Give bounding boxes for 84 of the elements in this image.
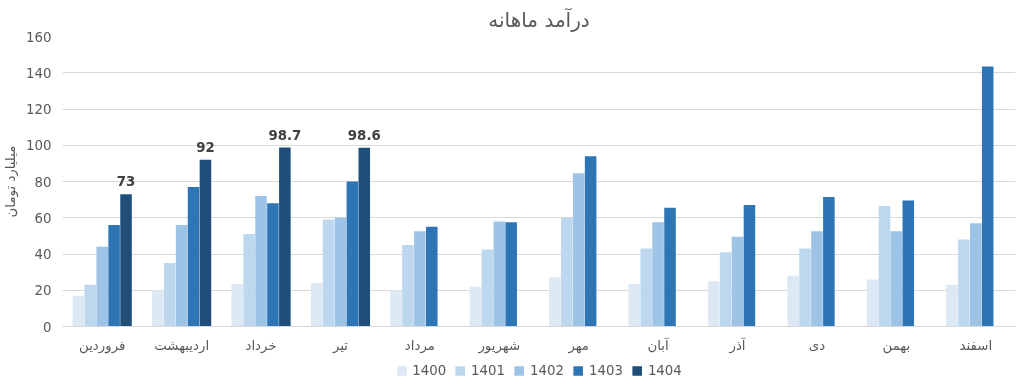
bar (108, 225, 120, 327)
bar (187, 186, 200, 327)
bar (707, 281, 720, 327)
bar (390, 290, 402, 327)
chart-title: درآمد ماهانه (488, 6, 590, 32)
legend-label: 1403 (588, 362, 623, 378)
bar (823, 196, 835, 327)
x-tick-label: فروردین (79, 337, 126, 354)
y-tick-label: 160 (26, 29, 52, 45)
x-tick-label: خرداد (245, 337, 277, 354)
data-label: 98.7 (268, 127, 302, 143)
bar (469, 286, 482, 327)
bar (981, 66, 994, 327)
bar (310, 283, 323, 327)
bar (505, 222, 517, 327)
legend-label: 1400 (412, 362, 447, 378)
x-tick-label: آبان (647, 336, 671, 353)
bar (743, 205, 756, 327)
bar (358, 147, 371, 327)
bar (572, 173, 585, 327)
x-tick-label: دی (808, 337, 826, 353)
data-label: 98.6 (347, 127, 381, 143)
bar (255, 196, 267, 327)
bar (652, 222, 664, 327)
legend-label: 1404 (647, 362, 682, 378)
bar (878, 205, 891, 327)
bar (584, 156, 597, 327)
bar (811, 231, 823, 327)
bar (799, 248, 811, 327)
bar (640, 248, 652, 327)
bar (72, 295, 85, 327)
y-tick-label: 60 (34, 210, 52, 226)
data-label: 92 (196, 139, 215, 155)
bar (628, 283, 641, 327)
bar (426, 226, 438, 327)
bar (267, 203, 279, 327)
bar (731, 236, 744, 327)
x-tick-label: شهریور (477, 337, 521, 354)
bar (958, 239, 970, 327)
bar (199, 159, 212, 327)
bar (84, 284, 97, 327)
bar (902, 200, 915, 327)
bar (96, 246, 108, 327)
bar (946, 284, 958, 327)
bar (664, 207, 676, 327)
data-label: 73 (116, 174, 136, 190)
y-axis-title: میلیارد تومان (3, 145, 20, 218)
bar (175, 225, 188, 327)
x-tick-label: بهمن (882, 337, 911, 354)
bar (719, 252, 732, 327)
bar (549, 277, 561, 327)
bar (243, 234, 255, 327)
bar (866, 279, 879, 327)
bar (152, 290, 164, 327)
bar (890, 231, 903, 327)
bar (322, 219, 335, 327)
x-tick-label: اردیبهشت (154, 337, 210, 354)
x-tick-label: اسفند (959, 337, 993, 353)
x-tick-label: مهر (567, 337, 590, 354)
bar (561, 217, 573, 327)
bar (414, 231, 426, 327)
bar (231, 283, 243, 327)
x-tick-label: تیر (331, 337, 349, 354)
y-tick-label: 20 (34, 283, 52, 299)
bar (279, 147, 291, 327)
bar (163, 263, 176, 327)
bar (493, 221, 506, 327)
bar (334, 217, 347, 327)
y-tick-label: 0 (43, 319, 52, 335)
y-tick-label: 80 (34, 174, 52, 190)
bar (970, 223, 982, 327)
x-tick-label: آذر (728, 336, 747, 354)
bar (787, 275, 799, 327)
x-tick-label: مرداد (404, 337, 435, 354)
y-tick-label: 40 (34, 247, 52, 262)
y-tick-label: 100 (26, 138, 52, 154)
legend-label: 1401 (471, 362, 506, 378)
y-tick-label: 120 (26, 102, 52, 117)
y-tick-label: 140 (26, 65, 52, 81)
bar (481, 249, 494, 327)
bar (120, 194, 132, 327)
bar (346, 181, 359, 327)
legend-label: 1402 (530, 362, 564, 378)
bar (402, 244, 414, 327)
